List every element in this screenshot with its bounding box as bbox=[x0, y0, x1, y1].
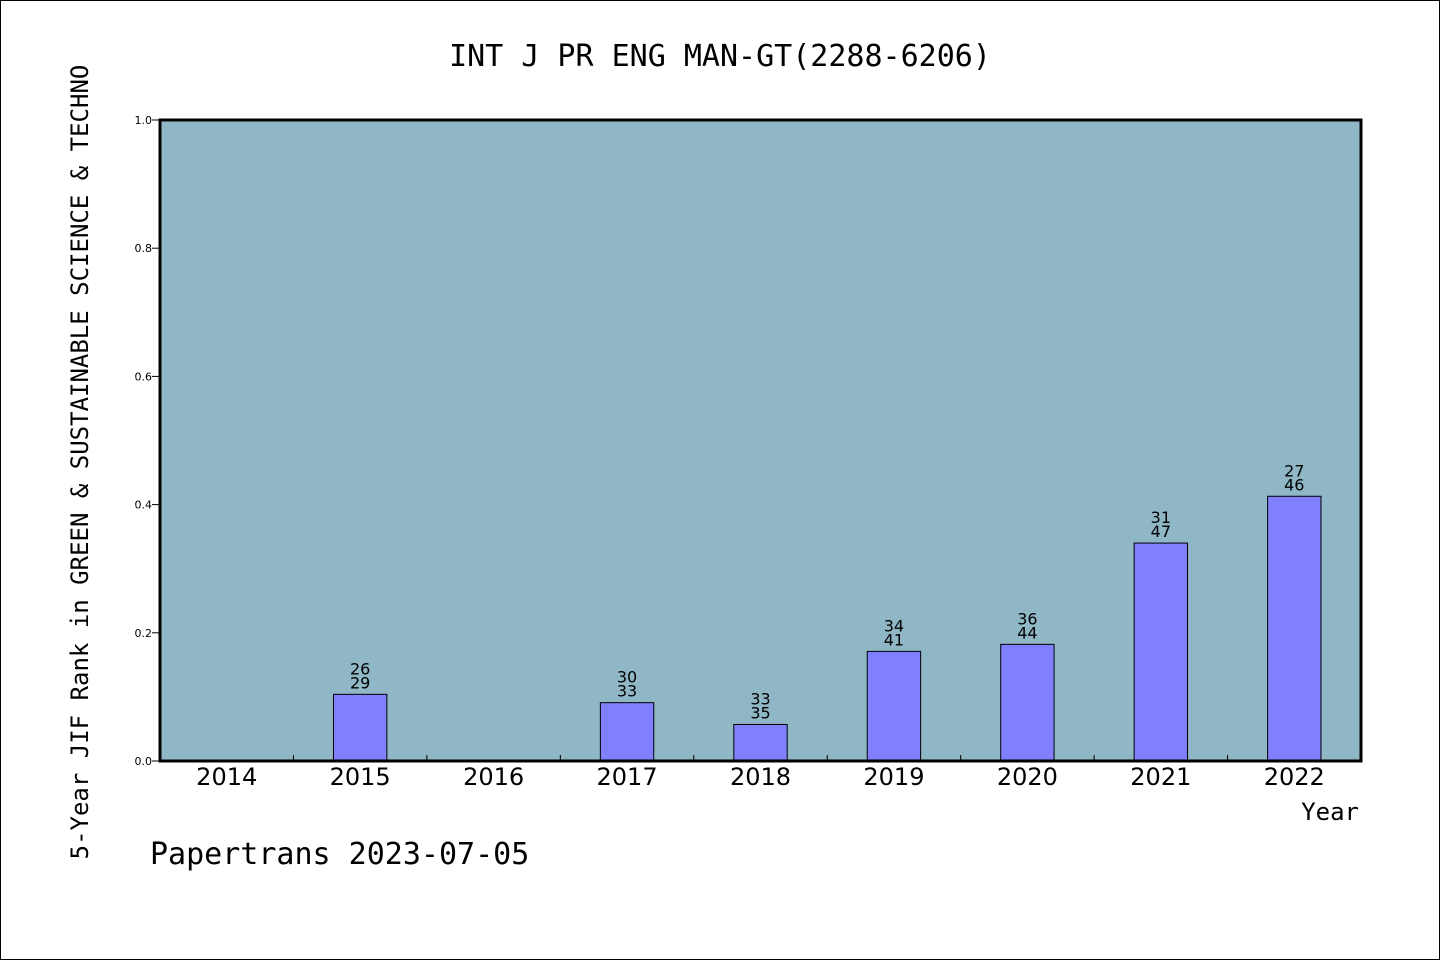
chart-title: INT J PR ENG MAN-GT(2288-6206) bbox=[449, 39, 991, 74]
x-tick-label: 2021 bbox=[1130, 763, 1191, 791]
bar-rank-label: 27 bbox=[1284, 461, 1304, 480]
y-tick-label: 0.6 bbox=[135, 370, 153, 383]
x-tick-label: 2018 bbox=[730, 763, 791, 791]
bar-rank-label: 26 bbox=[350, 659, 370, 678]
x-tick-label: 2020 bbox=[997, 763, 1058, 791]
bar-2021 bbox=[1133, 542, 1189, 762]
bar-total-label: 44 bbox=[1017, 623, 1037, 642]
y-tick-label: 0.0 bbox=[135, 755, 153, 768]
x-tick-label: 2017 bbox=[597, 763, 658, 791]
bar-2020 bbox=[1000, 643, 1055, 762]
bar-total-label: 41 bbox=[884, 630, 904, 649]
bar-rank-label: 33 bbox=[750, 689, 770, 708]
bar-2022 bbox=[1267, 495, 1322, 762]
x-tick-label: 2014 bbox=[196, 763, 257, 791]
bar-rank-label: 31 bbox=[1151, 508, 1171, 527]
x-tick-label: 2019 bbox=[863, 763, 924, 791]
ticks-layer: 0.0 0.2 0.4 0.6 0.8 1.0 2014 2015 2016 2017 2018 20… bbox=[135, 114, 1325, 791]
plot-border bbox=[158, 118, 1363, 763]
footer-source-date: Papertrans 2023-07-05 bbox=[150, 837, 529, 872]
bar-2015 bbox=[332, 693, 388, 762]
bar-rank-label: 36 bbox=[1017, 609, 1037, 628]
y-tick-label: 0.4 bbox=[135, 499, 153, 512]
x-tick-label: 2016 bbox=[463, 763, 524, 791]
bar-total-label: 47 bbox=[1151, 522, 1171, 541]
bar-rank-label: 30 bbox=[617, 668, 637, 687]
bar-2019 bbox=[866, 650, 922, 762]
x-tick-label: 2015 bbox=[330, 763, 391, 791]
bar-total-label: 29 bbox=[350, 673, 370, 692]
y-axis-title: 5-Year JIF Rank in GREEN & SUSTAINABLE S… bbox=[66, 65, 94, 860]
bar-2017 bbox=[599, 702, 655, 762]
bar-total-label: 33 bbox=[617, 682, 637, 701]
y-tick-label: 0.2 bbox=[135, 627, 153, 640]
x-axis-title: Year bbox=[1301, 798, 1359, 826]
bar-2018 bbox=[733, 723, 788, 762]
bar-rank-label: 34 bbox=[884, 616, 904, 635]
bar-total-label: 46 bbox=[1284, 475, 1304, 494]
x-tick-label: 2022 bbox=[1264, 763, 1325, 791]
y-tick-label: 1.0 bbox=[135, 114, 153, 127]
bar-total-label: 35 bbox=[750, 703, 770, 722]
y-tick-label: 0.8 bbox=[135, 242, 153, 255]
